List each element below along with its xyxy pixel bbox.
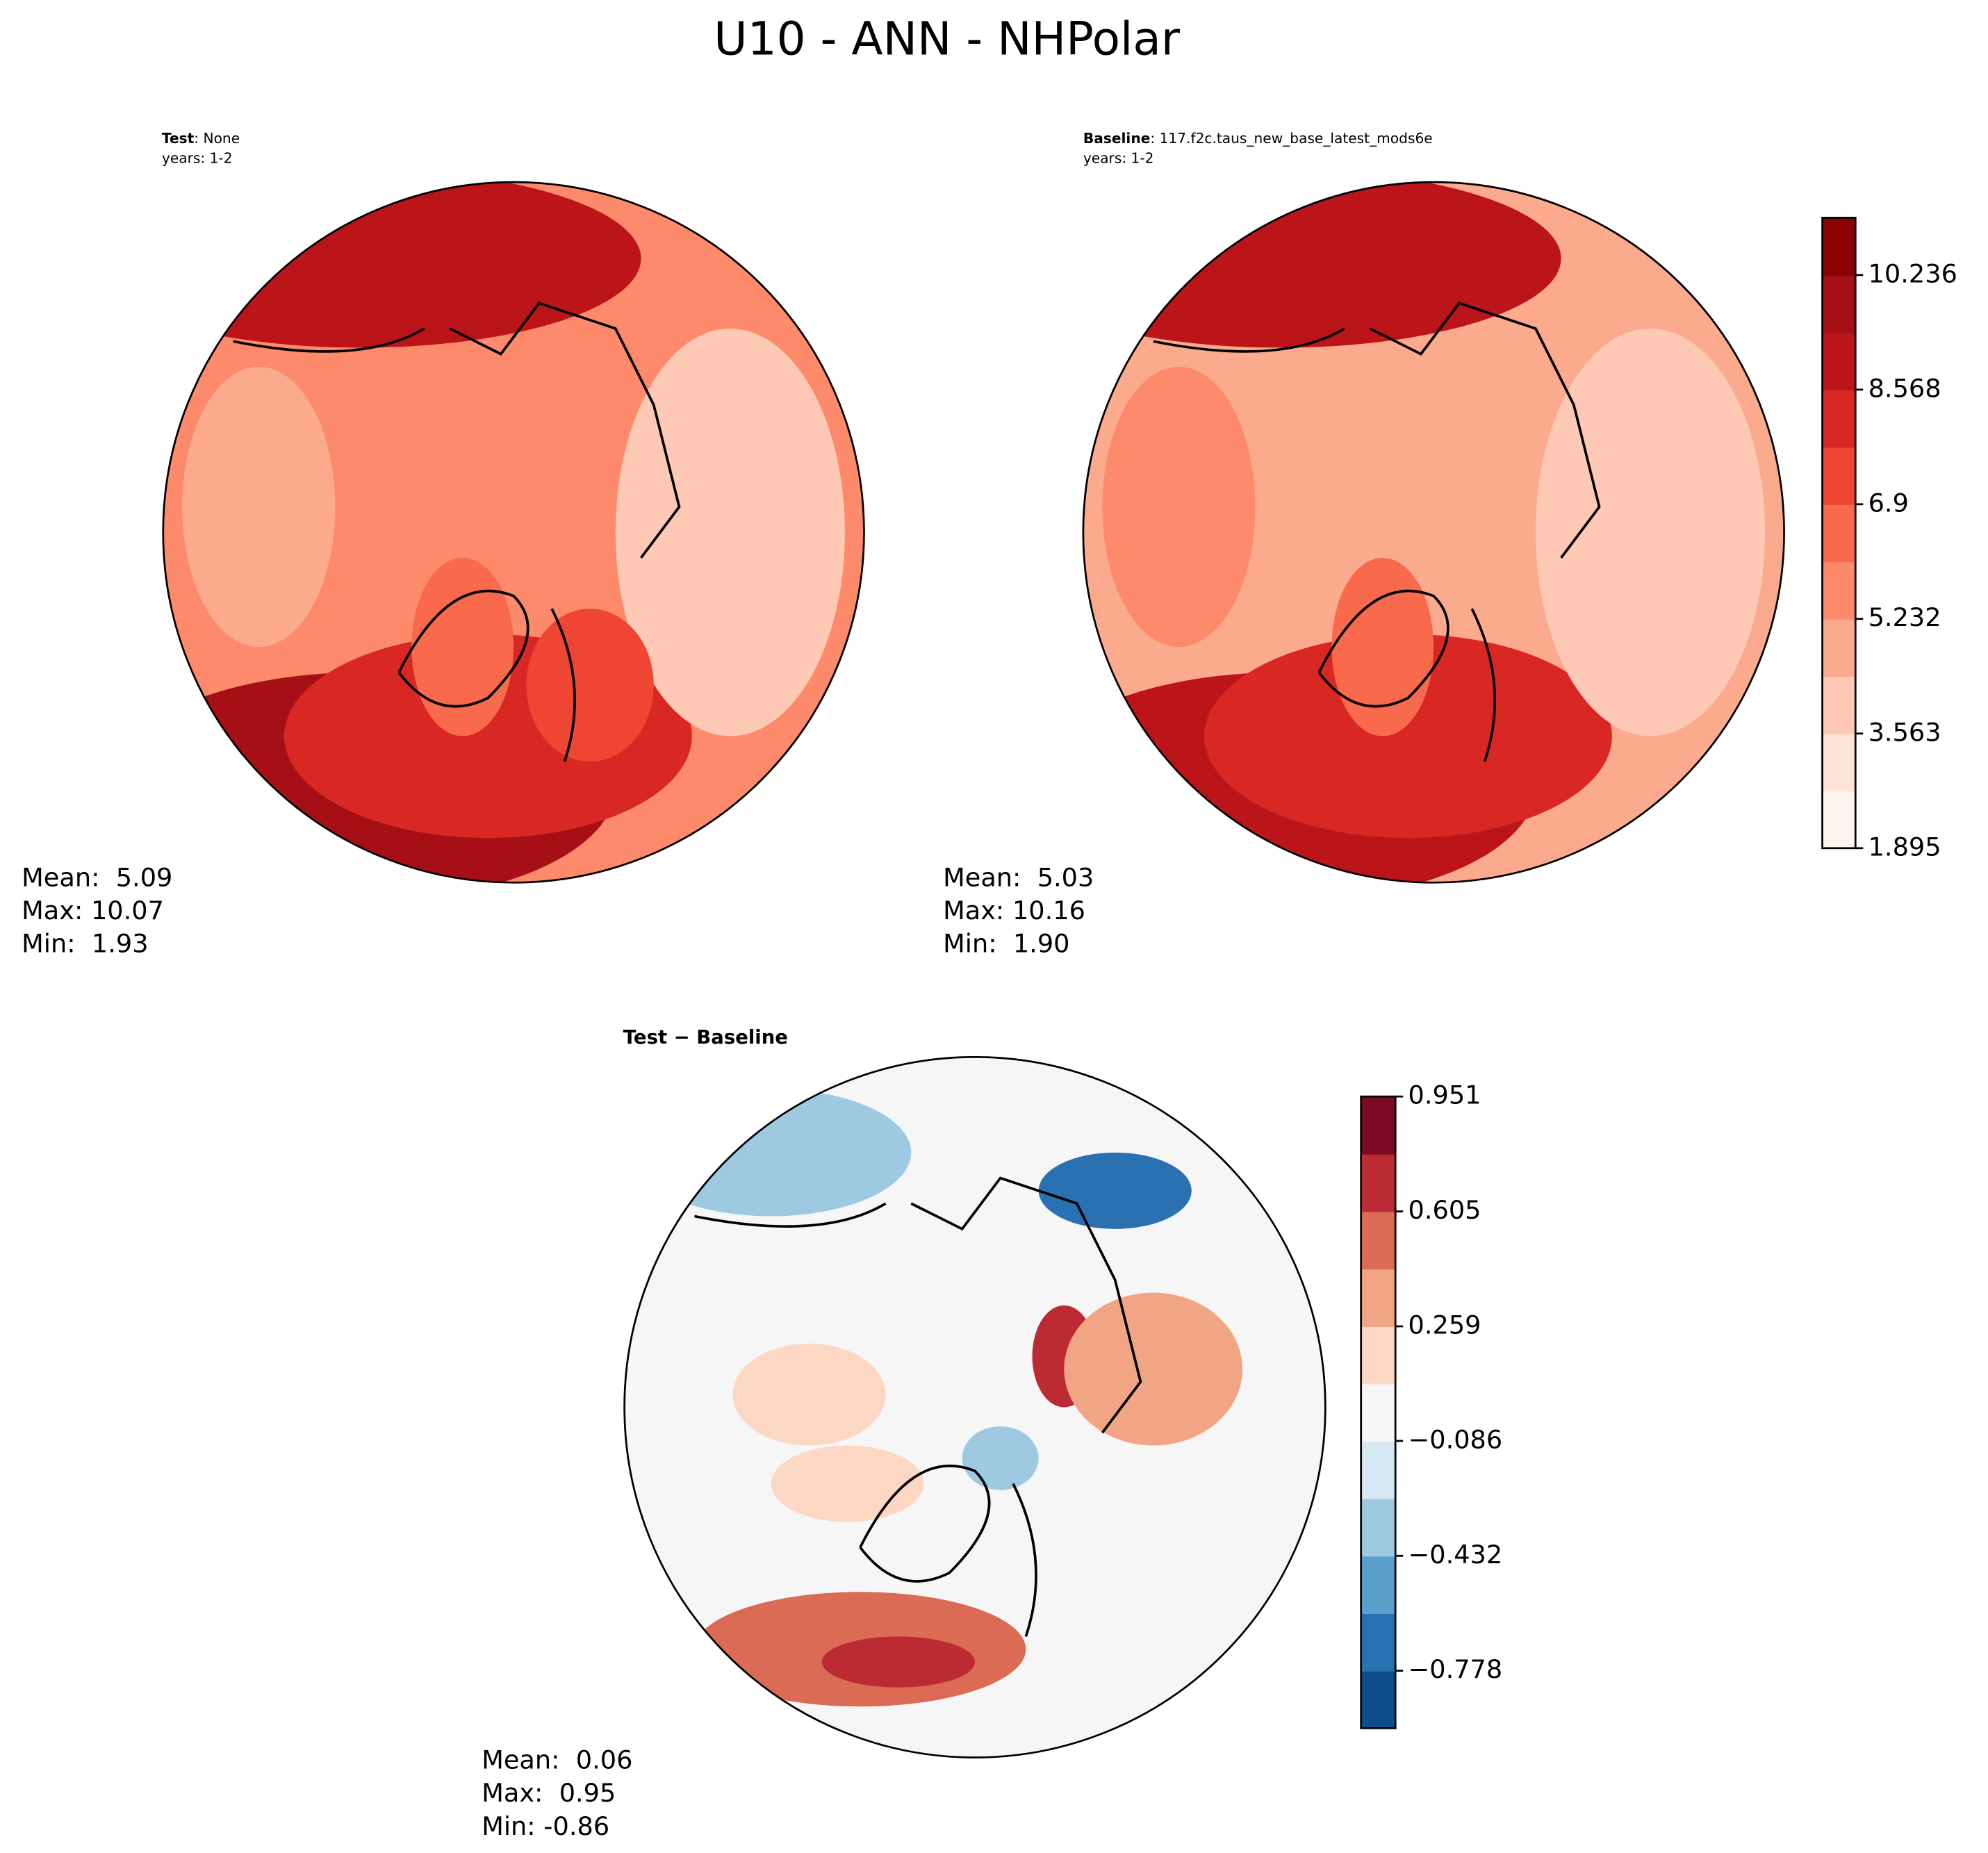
colorbar-band [1822, 676, 1856, 734]
panel-stat: Mean: 5.09 [22, 862, 172, 892]
colorbar-band [1361, 1383, 1396, 1442]
colorbar-band [1361, 1096, 1396, 1155]
contour-region [1535, 328, 1766, 736]
contour-region [615, 328, 845, 736]
colorbar-tick-label: 0.259 [1408, 1310, 1481, 1340]
panel-stat: Mean: 0.06 [482, 1745, 632, 1775]
colorbar-tick-label: 0.951 [1408, 1080, 1481, 1110]
panel-years: years: 1-2 [162, 150, 233, 167]
colorbar-tick-label: 8.568 [1868, 373, 1941, 403]
panel-case-name: Baseline [1083, 129, 1151, 146]
panel-stat: Max: 10.16 [943, 896, 1085, 925]
colorbar-band [1361, 1498, 1396, 1557]
contour-region [1064, 1292, 1243, 1446]
colorbar-band [1822, 447, 1856, 505]
contour-region [1083, 182, 1561, 348]
contour-region [732, 1343, 886, 1446]
colorbar-band [1822, 504, 1856, 563]
colorbar-band [1822, 561, 1856, 620]
coastline [233, 302, 681, 762]
colorbar-band [1361, 1211, 1396, 1270]
panel-case-text: : 117.f2c.taus_new_base_latest_mods6e [1150, 129, 1432, 146]
colorbar-tick-label: 1.895 [1868, 832, 1941, 862]
panel-stat: Mean: 5.03 [943, 862, 1094, 892]
figure-title: U10 - ANN - NHPolar [714, 13, 1181, 66]
colorbar-band [1361, 1556, 1396, 1614]
panel-stat: Max: 0.95 [482, 1778, 616, 1808]
colorbar-tick-label: −0.432 [1408, 1540, 1503, 1570]
map-border [162, 181, 865, 884]
colorbar-tick-label: 6.9 [1868, 488, 1909, 518]
contour-region [962, 1426, 1039, 1490]
colorbar-band [1361, 1613, 1396, 1672]
panel-stat: Max: 10.07 [22, 896, 164, 925]
panel-years: years: 1-2 [1083, 150, 1154, 167]
colorbar-tick-label: −0.086 [1408, 1424, 1503, 1454]
contour-region [163, 182, 641, 348]
colorbar-tick-label: 10.236 [1868, 258, 1957, 288]
colorbar-tick-label: 3.563 [1868, 717, 1941, 747]
panel-label: Test − Baseline [623, 1026, 788, 1048]
colorbar-band [1822, 618, 1856, 677]
contour-region [411, 557, 514, 736]
colorbar-band [1361, 1670, 1396, 1729]
panel-stat: Min: 1.93 [22, 929, 148, 959]
map [624, 1057, 1326, 1758]
panel-stat: Min: -0.86 [482, 1811, 609, 1841]
colorbar-band [1361, 1153, 1396, 1212]
colorbar-band [1822, 217, 1856, 276]
contour-region [1331, 557, 1434, 736]
panel-case-name: Test [162, 129, 195, 146]
map-border [623, 1056, 1326, 1759]
map [1083, 182, 1784, 883]
colorbar-frame [1360, 1095, 1397, 1729]
contour-region [182, 366, 336, 648]
colorbar-tick-label: 5.232 [1868, 602, 1941, 632]
colorbar-band [1822, 733, 1856, 792]
panel-case-text: : None [194, 129, 240, 146]
colorbar-tick-label: −0.778 [1408, 1654, 1503, 1684]
contour-region [630, 1089, 912, 1217]
coastline [1153, 302, 1601, 762]
contour-region [1038, 1152, 1192, 1229]
map-border [1082, 181, 1785, 884]
colorbar-band [1822, 791, 1856, 849]
colorbar-band [1822, 274, 1856, 333]
panel-stat: Min: 1.90 [943, 929, 1069, 959]
colorbar-frame [1821, 217, 1857, 850]
colorbar-band [1361, 1326, 1396, 1385]
colorbar-band [1361, 1441, 1396, 1499]
colorbar-tick-label: 0.605 [1408, 1195, 1481, 1225]
contour-region [1204, 634, 1612, 839]
contour-region [771, 1445, 924, 1522]
colorbar-band [1361, 1269, 1396, 1327]
contour-region [821, 1636, 975, 1688]
coastline [694, 1176, 1142, 1637]
colorbar-band [1822, 389, 1856, 448]
contour-region [1102, 366, 1256, 648]
panel-label: Baseline: 117.f2c.taus_new_base_latest_m… [1083, 129, 1433, 146]
colorbar-band [1822, 332, 1856, 390]
contour-region [526, 609, 654, 762]
map [163, 182, 864, 883]
panel-label: Test: None [162, 129, 240, 146]
map-background [624, 1057, 1326, 1758]
